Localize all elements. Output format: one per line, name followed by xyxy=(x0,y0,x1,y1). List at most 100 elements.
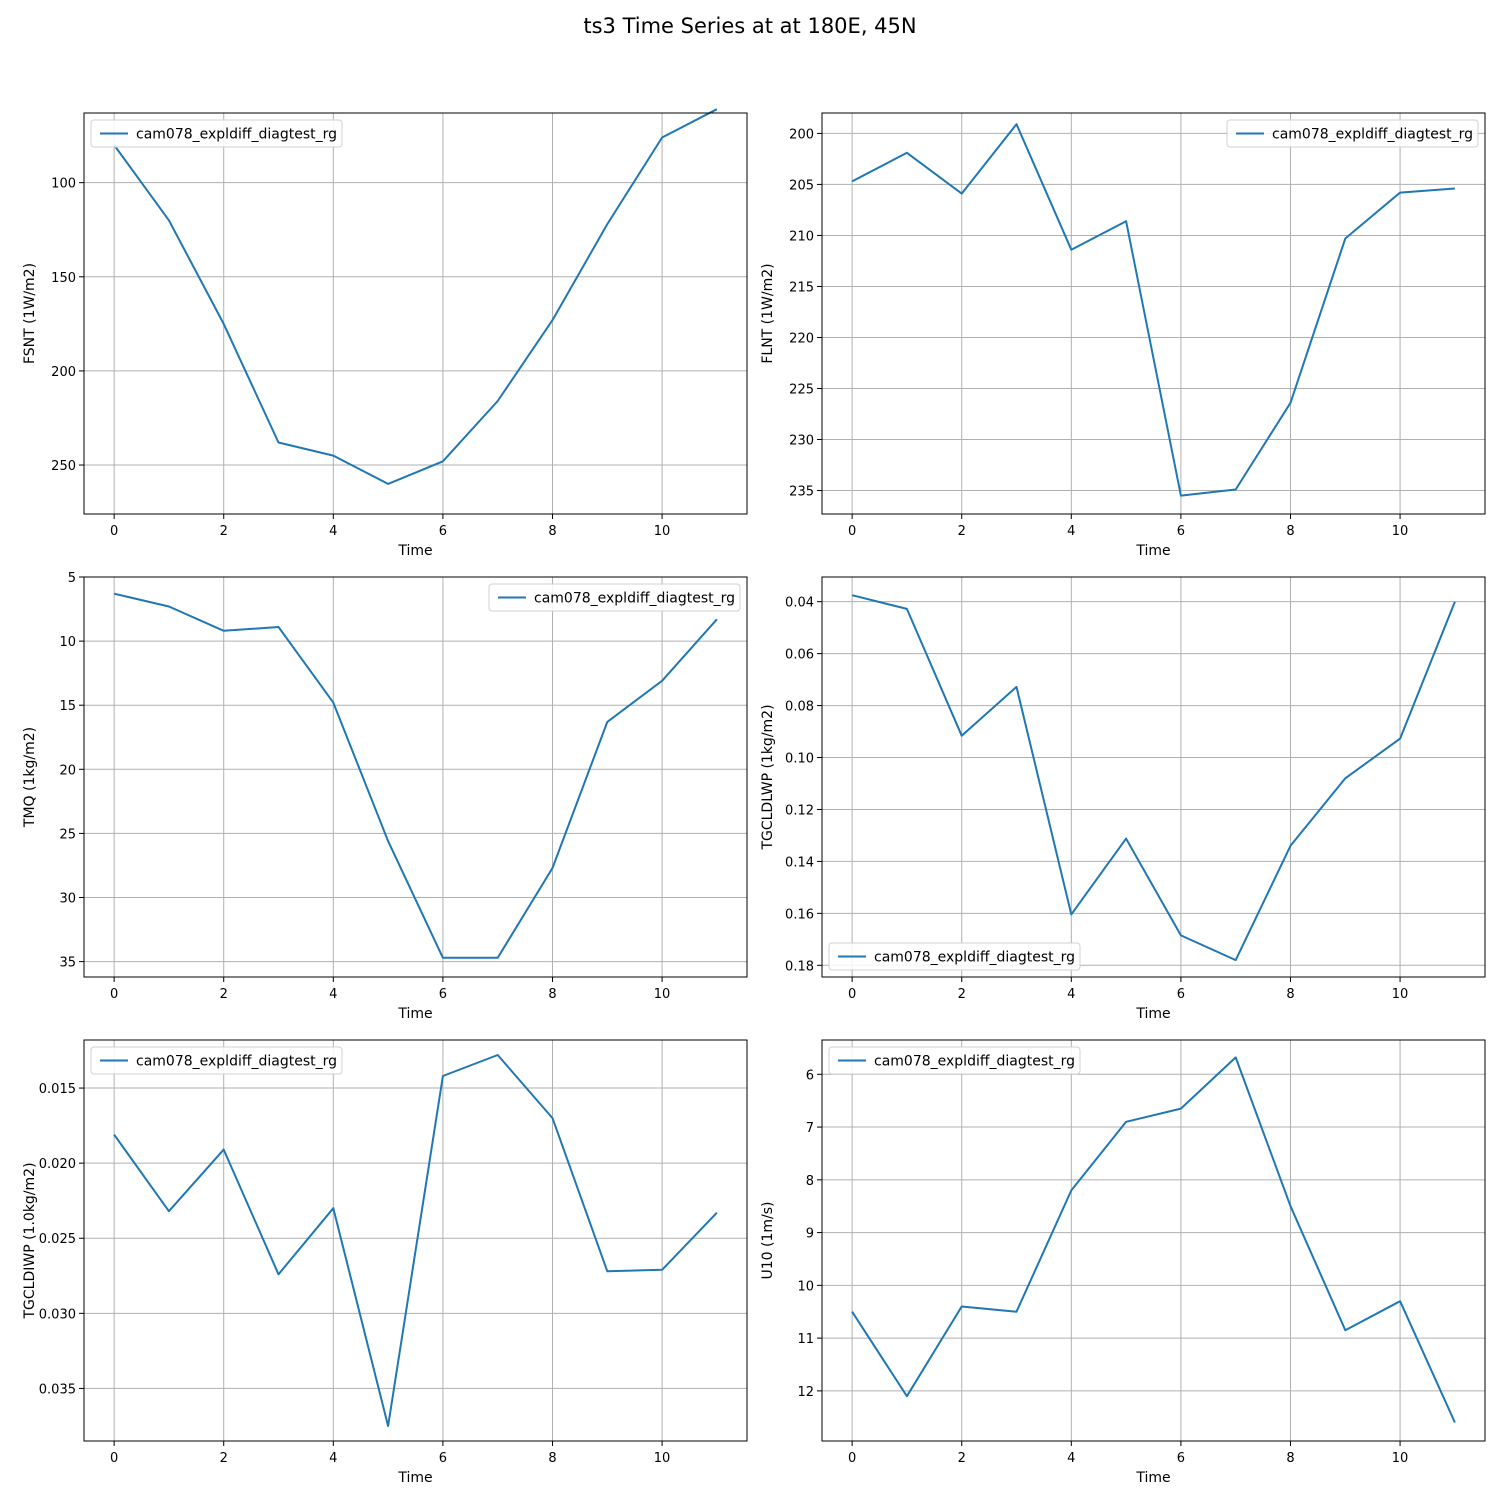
series-line xyxy=(113,1054,718,1427)
y-axis-label: TGCLDLWP (1kg/m2) xyxy=(760,704,776,850)
x-tick-label: 6 xyxy=(1177,1451,1185,1466)
y-tick-label: 0.06 xyxy=(785,648,814,663)
subplot-4: 0 2 4 6 8 10 0.04 0.06 0.08 0.10 0.12 0.14 0.16 0.18 T… xyxy=(760,576,1486,1022)
y-tick-label: 35 xyxy=(59,956,76,971)
x-axis-label: Time xyxy=(397,1470,432,1486)
plot-area xyxy=(822,577,1485,977)
legend-box xyxy=(90,119,343,148)
subplot-2: 0 2 4 6 8 10 200 205 210 215 220 225 230 235 Time FLNT … xyxy=(760,112,1486,559)
legend: cam078_expldiff_diagtest_rg xyxy=(828,942,1081,971)
legend-label: cam078_expldiff_diagtest_rg xyxy=(874,950,1075,966)
y-tick-label: 0.035 xyxy=(39,1382,76,1397)
x-tick-label: 8 xyxy=(548,987,556,1002)
y-tick-label: 150 xyxy=(51,271,76,286)
plot-area xyxy=(84,113,747,514)
x-tick-label: 4 xyxy=(329,524,337,539)
y-axis-label: FSNT (1W/m2) xyxy=(22,263,38,364)
legend-label: cam078_expldiff_diagtest_rg xyxy=(1272,127,1473,143)
y-tick-label: 12 xyxy=(797,1385,814,1400)
y-tick-label: 0.025 xyxy=(39,1232,76,1247)
y-tick-label: 100 xyxy=(51,177,76,192)
x-tick-label: 4 xyxy=(1067,1451,1075,1466)
legend-label: cam078_expldiff_diagtest_rg xyxy=(136,127,337,143)
x-tick-label: 4 xyxy=(329,1451,337,1466)
x-tick-label: 6 xyxy=(439,987,447,1002)
axes-frame xyxy=(83,112,748,515)
series-line xyxy=(113,592,718,959)
x-tick-label: 0 xyxy=(848,524,856,539)
y-tick-label: 9 xyxy=(806,1227,814,1242)
y-tick-label: 8 xyxy=(806,1174,814,1189)
y-tick-label: 7 xyxy=(806,1121,814,1136)
y-tick-label: 11 xyxy=(797,1332,814,1347)
y-tick-label: 0.14 xyxy=(785,855,814,870)
y-tick-label: 215 xyxy=(789,280,814,295)
x-tick-label: 4 xyxy=(329,987,337,1002)
y-tick-label: 6 xyxy=(806,1068,814,1083)
x-tick-label: 8 xyxy=(1286,1451,1294,1466)
x-tick-label: 2 xyxy=(958,987,966,1002)
y-tick-label: 0.08 xyxy=(785,700,814,715)
legend: cam078_expldiff_diagtest_rg xyxy=(90,119,343,148)
x-tick-label: 2 xyxy=(220,987,228,1002)
subplot-5: 0 2 4 6 8 10 0.015 0.020 0.025 0.030 0.035 Time TGCL… xyxy=(22,1039,748,1486)
legend-box xyxy=(828,1046,1081,1075)
x-tick-label: 10 xyxy=(1392,524,1409,539)
x-tick-label: 8 xyxy=(548,524,556,539)
x-axis-label: Time xyxy=(1135,1006,1170,1022)
x-tick-label: 10 xyxy=(654,1451,671,1466)
x-tick-label: 0 xyxy=(110,1451,118,1466)
x-tick-label: 10 xyxy=(654,987,671,1002)
y-tick-label: 210 xyxy=(789,229,814,244)
figure-title: ts3 Time Series at at 180E, 45N xyxy=(583,14,917,38)
x-tick-label: 6 xyxy=(439,1451,447,1466)
x-tick-label: 0 xyxy=(848,1451,856,1466)
series-line xyxy=(851,594,1456,962)
axes-frame xyxy=(821,112,1486,515)
y-tick-label: 200 xyxy=(51,365,76,380)
axes-frame xyxy=(83,576,748,978)
x-tick-label: 4 xyxy=(1067,987,1075,1002)
x-tick-label: 0 xyxy=(110,524,118,539)
y-tick-label: 200 xyxy=(789,127,814,142)
y-axis-label: TGCLDIWP (1.0kg/m2) xyxy=(22,1162,38,1319)
series-line xyxy=(851,123,1455,497)
y-tick-label: 10 xyxy=(59,635,76,650)
y-tick-label: 220 xyxy=(789,331,814,346)
x-tick-label: 8 xyxy=(1286,987,1294,1002)
legend-box xyxy=(488,583,741,612)
x-tick-label: 10 xyxy=(1392,1451,1409,1466)
x-tick-label: 2 xyxy=(220,1451,228,1466)
y-tick-label: 0.015 xyxy=(39,1082,76,1097)
series-line xyxy=(113,108,718,485)
y-tick-label: 0.020 xyxy=(39,1157,76,1172)
axes-frame xyxy=(83,1039,748,1442)
y-axis-label: U10 (1m/s) xyxy=(760,1202,776,1280)
y-tick-label: 250 xyxy=(51,459,76,474)
y-tick-label: 0.10 xyxy=(785,752,814,767)
x-tick-label: 2 xyxy=(958,1451,966,1466)
x-tick-label: 0 xyxy=(848,987,856,1002)
axes-frame xyxy=(821,576,1486,978)
y-tick-label: 0.16 xyxy=(785,907,814,922)
x-tick-label: 6 xyxy=(1177,524,1185,539)
y-tick-label: 225 xyxy=(789,382,814,397)
legend: cam078_expldiff_diagtest_rg xyxy=(828,1046,1081,1075)
subplot-6: 0 2 4 6 8 10 6 7 8 9 10 11 12 Time U10 (1m/s) cam078_ex… xyxy=(760,1039,1486,1486)
x-tick-label: 6 xyxy=(439,524,447,539)
plot-area xyxy=(84,1040,747,1441)
legend-box xyxy=(1226,119,1479,148)
legend: cam078_expldiff_diagtest_rg xyxy=(90,1046,343,1075)
y-tick-label: 235 xyxy=(789,485,814,500)
subplot-1: 0 2 4 6 8 10 100 150 200 250 Time FSNT (1W/m2) cam07… xyxy=(22,108,748,559)
x-axis-label: Time xyxy=(1135,1470,1170,1486)
y-tick-label: 15 xyxy=(59,699,76,714)
y-tick-label: 10 xyxy=(797,1279,814,1294)
y-axis-label: FLNT (1W/m2) xyxy=(760,263,776,363)
x-axis-label: Time xyxy=(1135,543,1170,559)
legend-box xyxy=(90,1046,343,1075)
axes-frame xyxy=(821,1039,1486,1442)
plot-area xyxy=(822,1040,1485,1441)
y-tick-label: 25 xyxy=(59,827,76,842)
